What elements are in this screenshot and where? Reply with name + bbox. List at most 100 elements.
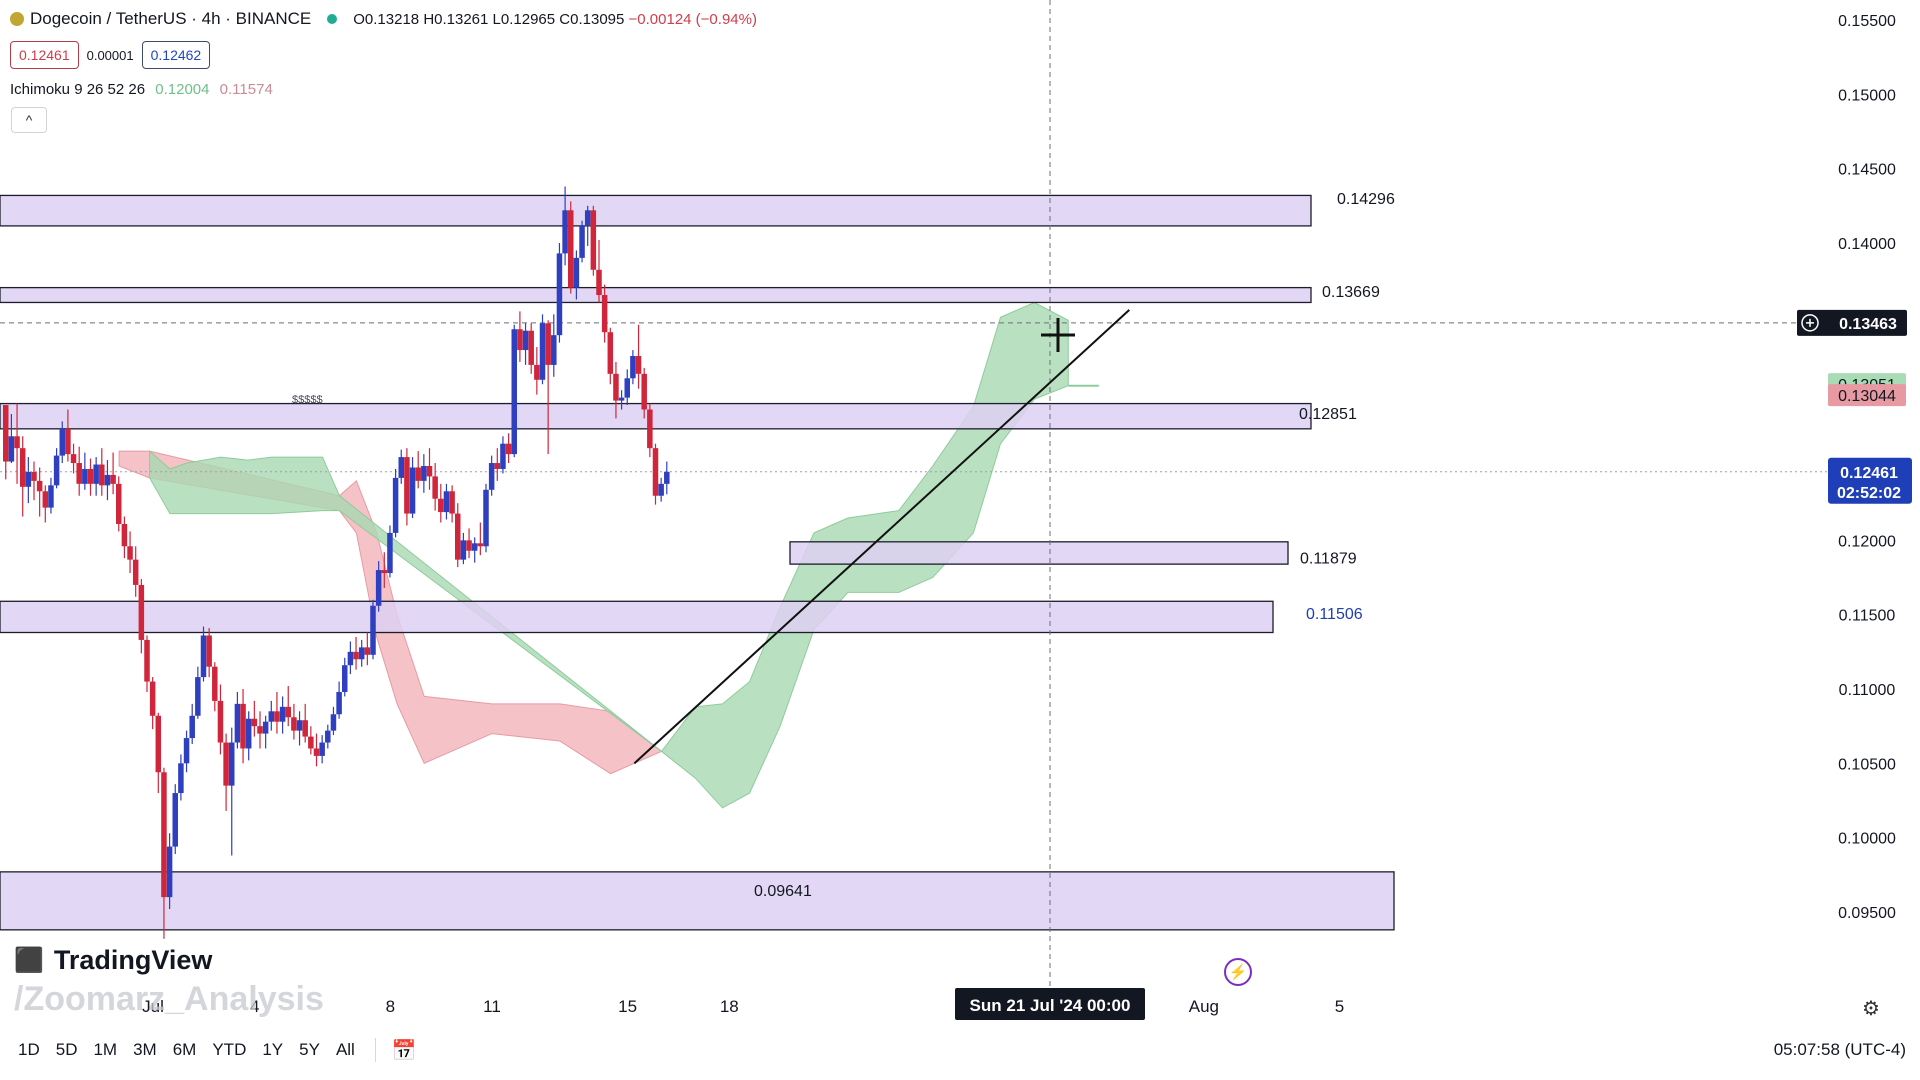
- candle-body[interactable]: [421, 466, 427, 481]
- timeframe-5y[interactable]: 5Y: [299, 1040, 320, 1059]
- candle-body[interactable]: [590, 210, 597, 270]
- candle-body[interactable]: [551, 335, 557, 365]
- candle-body[interactable]: [65, 428, 71, 455]
- candle-body[interactable]: [342, 665, 348, 692]
- candle-body[interactable]: [545, 323, 551, 365]
- candle-body[interactable]: [36, 480, 43, 492]
- candle-body[interactable]: [25, 471, 32, 487]
- candle-body[interactable]: [234, 703, 241, 743]
- candle-body[interactable]: [415, 467, 421, 481]
- zone-box[interactable]: [0, 871, 1395, 931]
- candle-body[interactable]: [398, 457, 405, 478]
- candle-body[interactable]: [579, 225, 585, 258]
- candle-body[interactable]: [466, 540, 472, 551]
- candle-body[interactable]: [121, 523, 128, 547]
- candle-body[interactable]: [336, 691, 342, 715]
- candle-body[interactable]: [14, 436, 20, 449]
- candle-body[interactable]: [647, 409, 653, 449]
- symbol-title[interactable]: Dogecoin / TetherUS · 4h · BINANCE: [30, 9, 312, 28]
- candle-body[interactable]: [31, 471, 37, 481]
- candle-body[interactable]: [223, 742, 229, 786]
- candle-body[interactable]: [404, 457, 410, 514]
- buy-price-button[interactable]: 0.12462: [141, 41, 211, 69]
- timeframe-1d[interactable]: 1D: [18, 1040, 40, 1059]
- candle-body[interactable]: [319, 742, 325, 756]
- candle-body[interactable]: [245, 718, 252, 749]
- candle-body[interactable]: [127, 546, 133, 560]
- candle-body[interactable]: [358, 647, 365, 660]
- candle-body[interactable]: [195, 677, 201, 716]
- candle-body[interactable]: [3, 405, 9, 462]
- candle-body[interactable]: [149, 681, 156, 716]
- candle-body[interactable]: [562, 210, 568, 254]
- zone-box[interactable]: [0, 194, 1312, 227]
- candle-body[interactable]: [104, 474, 111, 486]
- candle-body[interactable]: [200, 635, 207, 678]
- collapse-legend-button[interactable]: ^: [11, 107, 47, 133]
- candle-body[interactable]: [613, 373, 619, 401]
- candle-body[interactable]: [528, 330, 534, 365]
- candle-body[interactable]: [178, 763, 184, 794]
- candle-body[interactable]: [522, 330, 529, 351]
- candle-body[interactable]: [8, 436, 15, 462]
- candle-body[interactable]: [172, 793, 179, 847]
- candle-body[interactable]: [426, 466, 433, 477]
- candle-body[interactable]: [370, 605, 376, 655]
- lightning-icon[interactable]: ⚡: [1224, 958, 1252, 986]
- candle-body[interactable]: [82, 468, 88, 484]
- candle-body[interactable]: [618, 397, 625, 401]
- candle-body[interactable]: [347, 651, 354, 666]
- candle-body[interactable]: [285, 706, 292, 718]
- candle-body[interactable]: [308, 736, 314, 749]
- candle-body[interactable]: [375, 570, 382, 606]
- timeframe-3m[interactable]: 3M: [133, 1040, 157, 1059]
- indicator-legend[interactable]: Ichimoku 9 26 52 26 0.12004 0.11574: [10, 81, 273, 98]
- candle-body[interactable]: [438, 498, 444, 513]
- candle-body[interactable]: [641, 373, 647, 410]
- candle-body[interactable]: [48, 485, 54, 508]
- candle-body[interactable]: [279, 706, 286, 722]
- candle-body[interactable]: [488, 463, 495, 490]
- candle-body[interactable]: [99, 464, 105, 486]
- candle-body[interactable]: [568, 210, 574, 288]
- candle-body[interactable]: [596, 269, 602, 296]
- candle-body[interactable]: [471, 543, 478, 551]
- candle-body[interactable]: [364, 647, 371, 655]
- candle-body[interactable]: [138, 584, 145, 640]
- candle-body[interactable]: [302, 720, 308, 737]
- candle-body[interactable]: [116, 483, 122, 524]
- candle-body[interactable]: [42, 491, 49, 508]
- candle-body[interactable]: [229, 742, 235, 786]
- candle-body[interactable]: [511, 329, 518, 455]
- candle-body[interactable]: [505, 443, 512, 455]
- timezone-clock[interactable]: 05:07:58 (UTC-4): [1773, 1040, 1906, 1059]
- candle-body[interactable]: [624, 378, 631, 398]
- candle-body[interactable]: [539, 323, 546, 380]
- candle-body[interactable]: [483, 489, 489, 547]
- candle-body[interactable]: [53, 455, 60, 486]
- candle-body[interactable]: [534, 364, 540, 380]
- candle-body[interactable]: [59, 428, 66, 456]
- candle-body[interactable]: [262, 721, 269, 734]
- candle-body[interactable]: [87, 468, 94, 484]
- candle-body[interactable]: [189, 715, 195, 739]
- candle-body[interactable]: [392, 477, 399, 533]
- candle-body[interactable]: [607, 332, 614, 374]
- candle-body[interactable]: [132, 559, 139, 585]
- candle-body[interactable]: [630, 355, 636, 379]
- candle-body[interactable]: [313, 748, 320, 756]
- timeframe-ytd[interactable]: YTD: [212, 1040, 247, 1059]
- candle-body[interactable]: [268, 711, 275, 722]
- candle-body[interactable]: [652, 448, 659, 496]
- candle-body[interactable]: [381, 570, 388, 574]
- candle-body[interactable]: [212, 666, 218, 701]
- candle-body[interactable]: [144, 639, 150, 682]
- candle-body[interactable]: [206, 635, 212, 667]
- sell-price-button[interactable]: 0.12461: [10, 41, 79, 69]
- candle-body[interactable]: [251, 718, 258, 727]
- calendar-icon[interactable]: 📅: [391, 1039, 417, 1062]
- tradingview-logo[interactable]: ⬛ TradingView: [14, 945, 212, 976]
- zone-box[interactable]: [0, 286, 1312, 304]
- candle-body[interactable]: [556, 253, 563, 336]
